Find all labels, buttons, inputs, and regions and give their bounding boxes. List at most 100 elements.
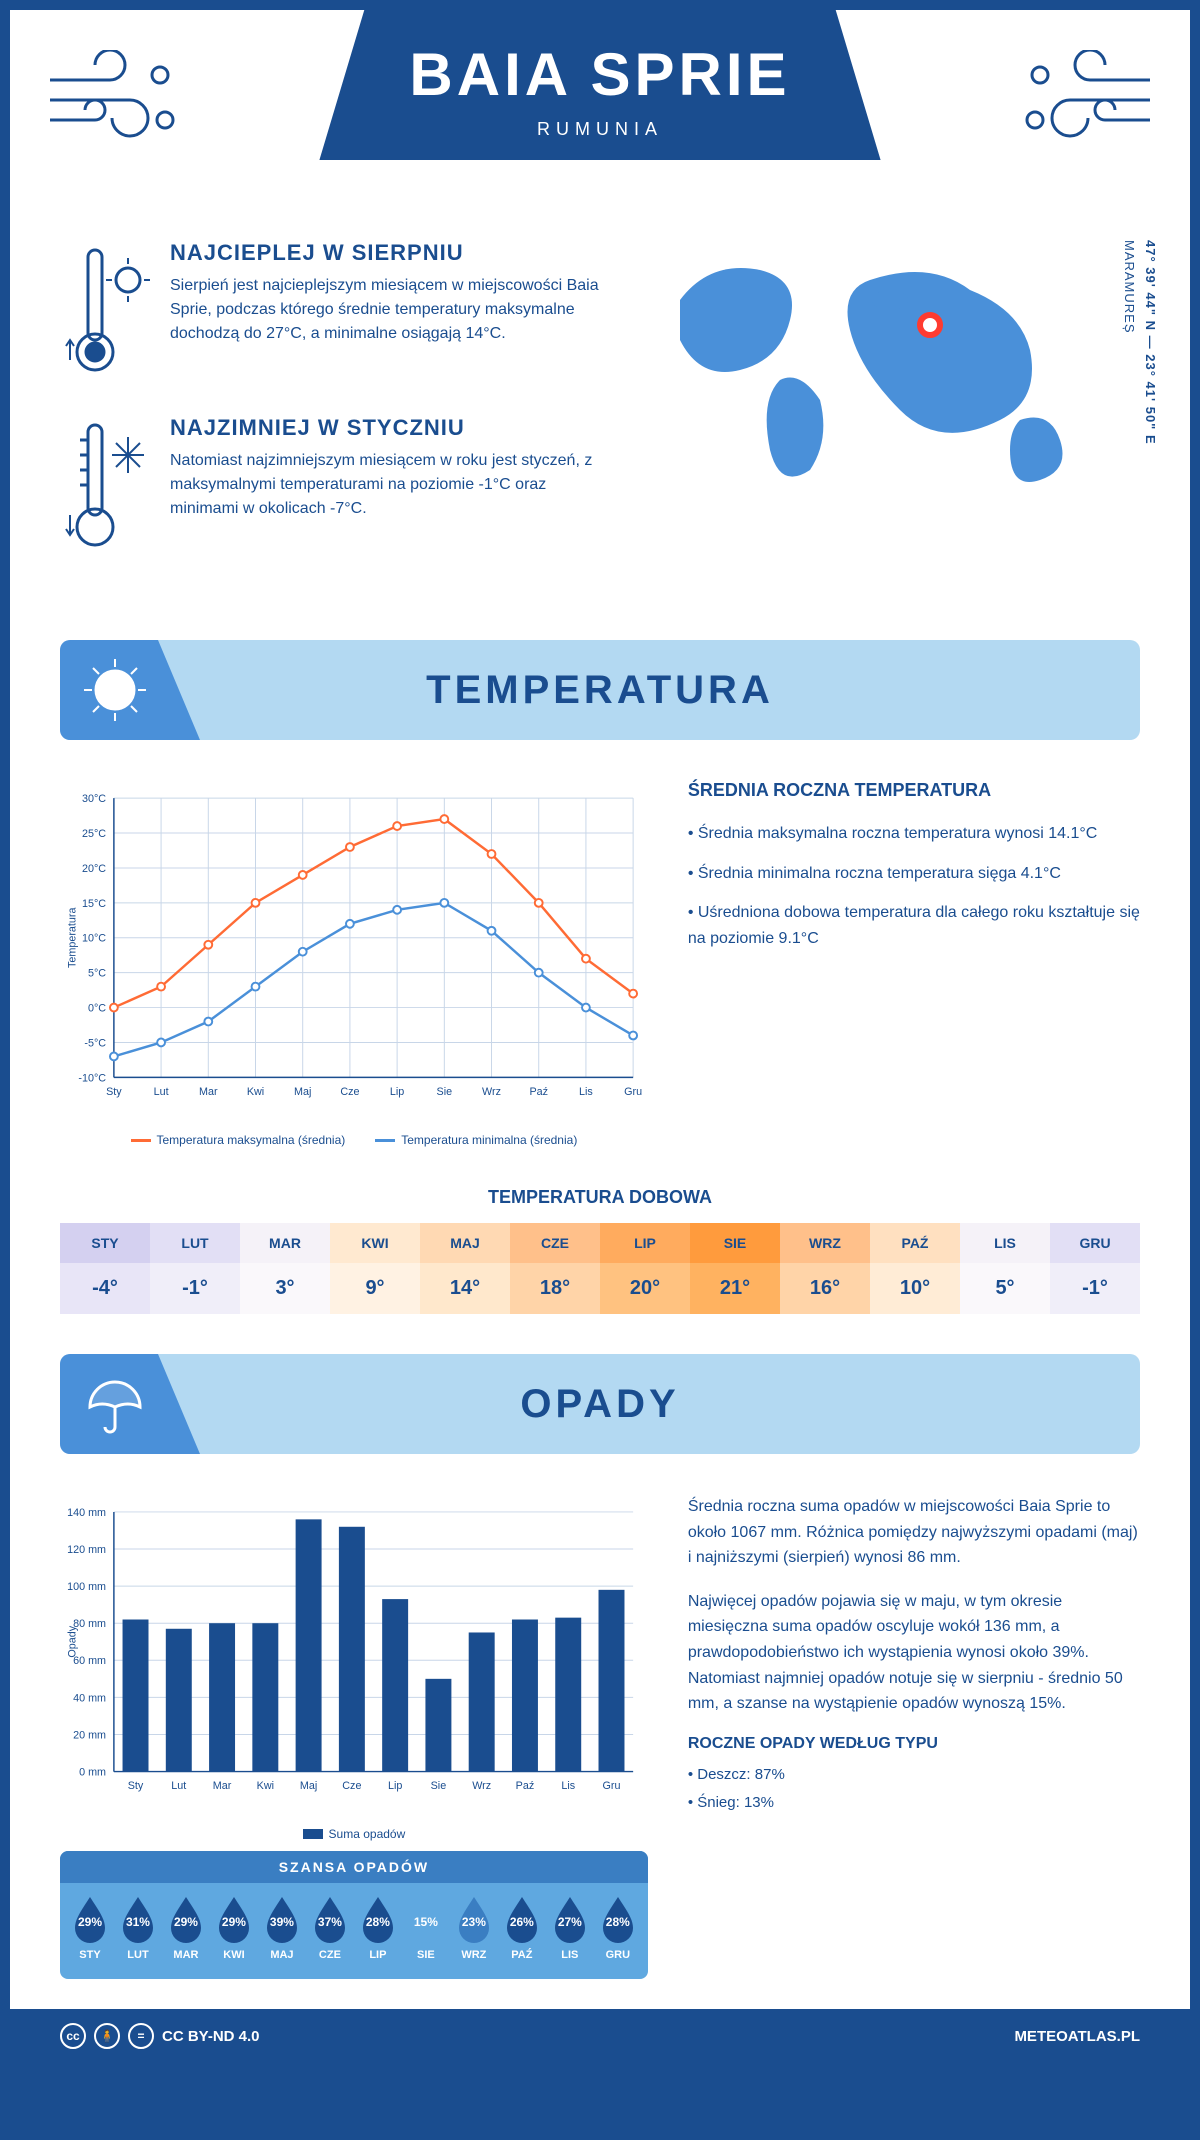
daily-temp-cell: LUT-1°: [150, 1223, 240, 1314]
svg-text:Lut: Lut: [171, 1780, 186, 1792]
svg-text:Kwi: Kwi: [257, 1780, 274, 1792]
svg-text:Paź: Paź: [516, 1780, 535, 1792]
license-block: cc 🧍 = CC BY-ND 4.0: [60, 2023, 260, 2049]
drop-icon: 29%: [215, 1895, 253, 1943]
site-name: METEOATLAS.PL: [1014, 2028, 1140, 2045]
nd-icon: =: [128, 2023, 154, 2049]
coords-latlon: 47° 39' 44" N — 23° 41' 50" E: [1143, 240, 1158, 445]
coords-region: MARAMUREȘ: [1122, 240, 1137, 334]
svg-text:40 mm: 40 mm: [73, 1692, 106, 1704]
temperature-summary: ŚREDNIA ROCZNA TEMPERATURA • Średnia mak…: [688, 780, 1140, 1147]
sun-icon: [60, 640, 200, 740]
drop-icon: 29%: [167, 1895, 205, 1943]
drop-icon: 27%: [551, 1895, 589, 1943]
precip-section: 0 mm20 mm40 mm60 mm80 mm100 mm120 mm140 …: [10, 1474, 1190, 2009]
svg-text:30°C: 30°C: [82, 793, 106, 805]
precip-p2: Najwięcej opadów pojawia się w maju, w t…: [688, 1589, 1140, 1717]
coordinates: 47° 39' 44" N — 23° 41' 50" E MARAMUREȘ: [1118, 240, 1160, 445]
footer: cc 🧍 = CC BY-ND 4.0 METEOATLAS.PL: [10, 2009, 1190, 2063]
coldest-heading: NAJZIMNIEJ W STYCZNIU: [170, 415, 610, 441]
szansa-drops: 29%STY 31%LUT 29%MAR 29%KWI 39%MAJ 37%CZ…: [60, 1883, 648, 1967]
drop-icon: 37%: [311, 1895, 349, 1943]
precip-p1: Średnia roczna suma opadów w miejscowośc…: [688, 1494, 1140, 1571]
svg-text:Cze: Cze: [340, 1086, 359, 1098]
warmest-heading: NAJCIEPLEJ W SIERPNIU: [170, 240, 610, 266]
daily-temp-title: TEMPERATURA DOBOWA: [10, 1187, 1190, 1208]
wind-icon: [1020, 50, 1160, 150]
temperature-title: TEMPERATURA: [60, 668, 1140, 713]
warmest-block: NAJCIEPLEJ W SIERPNIU Sierpień jest najc…: [60, 240, 610, 385]
svg-text:140 mm: 140 mm: [67, 1507, 106, 1519]
svg-text:Kwi: Kwi: [247, 1086, 264, 1098]
svg-text:Lis: Lis: [579, 1086, 593, 1098]
page-subtitle: RUMUNIA: [409, 119, 790, 140]
drop-icon: 28%: [359, 1895, 397, 1943]
svg-text:Gru: Gru: [624, 1086, 642, 1098]
svg-text:Lip: Lip: [388, 1780, 402, 1792]
svg-text:Sie: Sie: [431, 1780, 447, 1792]
svg-text:-10°C: -10°C: [78, 1072, 106, 1084]
daily-temp-cell: CZE18°: [510, 1223, 600, 1314]
drop-icon: 31%: [119, 1895, 157, 1943]
page-title: BAIA SPRIE: [409, 40, 790, 109]
drop-item: 23%WRZ: [450, 1895, 498, 1961]
drop-icon: 23%: [455, 1895, 493, 1943]
svg-text:Mar: Mar: [199, 1086, 218, 1098]
svg-text:20°C: 20°C: [82, 863, 106, 875]
drop-icon: 39%: [263, 1895, 301, 1943]
drop-item: 31%LUT: [114, 1895, 162, 1961]
svg-text:Sty: Sty: [106, 1086, 122, 1098]
yearly-heading: ROCZNE OPADY WEDŁUG TYPU: [688, 1735, 1140, 1753]
szansa-box: SZANSA OPADÓW 29%STY 31%LUT 29%MAR 29%KW…: [60, 1851, 648, 1979]
legend-max: Temperatura maksymalna (średnia): [157, 1133, 346, 1147]
coldest-text: Natomiast najzimniejszym miesiącem w rok…: [170, 449, 610, 521]
drop-item: 29%STY: [66, 1895, 114, 1961]
daily-temp-cell: WRZ16°: [780, 1223, 870, 1314]
precip-chart-column: 0 mm20 mm40 mm60 mm80 mm100 mm120 mm140 …: [60, 1494, 648, 1999]
drop-item: 29%KWI: [210, 1895, 258, 1961]
title-ribbon: BAIA SPRIE RUMUNIA: [319, 10, 880, 160]
drop-item: 15%SIE: [402, 1895, 450, 1961]
section-header-temperature: TEMPERATURA: [60, 640, 1140, 740]
yearly-precip-type: ROCZNE OPADY WEDŁUG TYPU • Deszcz: 87% •…: [688, 1735, 1140, 1815]
svg-text:10°C: 10°C: [82, 933, 106, 945]
by-icon: 🧍: [94, 2023, 120, 2049]
yearly-snow: • Śnieg: 13%: [688, 1791, 1140, 1815]
svg-text:120 mm: 120 mm: [67, 1544, 106, 1556]
precip-title: OPADY: [60, 1382, 1140, 1427]
svg-text:Cze: Cze: [342, 1780, 361, 1792]
temp-summary-p2: • Średnia minimalna roczna temperatura s…: [688, 861, 1140, 887]
svg-text:-5°C: -5°C: [84, 1037, 106, 1049]
drop-item: 26%PAŹ: [498, 1895, 546, 1961]
page: BAIA SPRIE RUMUNIA NAJCIEPLEJ W SIERPNIU…: [0, 0, 1200, 2073]
svg-text:Lip: Lip: [390, 1086, 404, 1098]
wind-icon: [40, 50, 180, 150]
legend-bar: Suma opadów: [329, 1827, 406, 1841]
intro-text-column: NAJCIEPLEJ W SIERPNIU Sierpień jest najc…: [60, 240, 610, 590]
daily-temp-cell: LIP20°: [600, 1223, 690, 1314]
svg-text:Temperatura: Temperatura: [67, 908, 79, 968]
daily-temp-cell: KWI9°: [330, 1223, 420, 1314]
svg-text:100 mm: 100 mm: [67, 1581, 106, 1593]
svg-text:5°C: 5°C: [88, 968, 106, 980]
temperature-chart: -10°C-5°C0°C5°C10°C15°C20°C25°C30°CStyLu…: [60, 780, 648, 1147]
drop-item: 28%GRU: [594, 1895, 642, 1961]
warmest-text: Sierpień jest najcieplejszym miesiącem w…: [170, 274, 610, 346]
umbrella-icon: [60, 1354, 200, 1454]
precip-chart: 0 mm20 mm40 mm60 mm80 mm100 mm120 mm140 …: [60, 1494, 648, 1814]
drop-icon: 29%: [71, 1895, 109, 1943]
svg-text:20 mm: 20 mm: [73, 1729, 106, 1741]
svg-text:Lis: Lis: [561, 1780, 575, 1792]
daily-temp-cell: SIE21°: [690, 1223, 780, 1314]
drop-item: 29%MAR: [162, 1895, 210, 1961]
temperature-section: -10°C-5°C0°C5°C10°C15°C20°C25°C30°CStyLu…: [10, 760, 1190, 1167]
daily-temp-cell: GRU-1°: [1050, 1223, 1140, 1314]
thermometer-cold-icon: [60, 415, 150, 560]
yearly-rain: • Deszcz: 87%: [688, 1763, 1140, 1787]
map-area: 47° 39' 44" N — 23° 41' 50" E MARAMUREȘ: [640, 240, 1140, 590]
world-map-icon: [640, 240, 1140, 500]
svg-text:Lut: Lut: [154, 1086, 169, 1098]
daily-temp-cell: MAR3°: [240, 1223, 330, 1314]
temperature-legend: Temperatura maksymalna (średnia) Tempera…: [60, 1133, 648, 1147]
svg-text:Wrz: Wrz: [472, 1780, 491, 1792]
